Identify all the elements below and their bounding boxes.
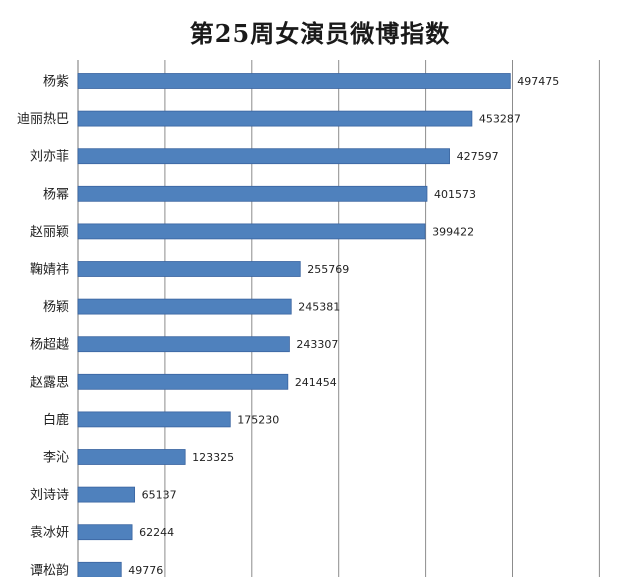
bar	[77, 223, 426, 240]
data-label: 123325	[192, 451, 234, 464]
bar	[77, 110, 473, 127]
category-label: 赵丽颖	[30, 225, 69, 240]
data-label: 401573	[434, 188, 476, 201]
data-label: 243307	[296, 338, 338, 351]
data-label: 245381	[298, 301, 340, 314]
category-label: 杨紫	[43, 75, 69, 90]
data-label: 453287	[479, 113, 521, 126]
bar	[77, 561, 122, 577]
category-label: 杨超越	[30, 338, 69, 353]
bar	[77, 298, 292, 315]
chart-title: 第25周女演员微博指数	[189, 19, 451, 48]
gridlines	[77, 60, 600, 577]
bar	[77, 148, 450, 165]
category-label: 刘诗诗	[30, 488, 69, 503]
bar	[77, 411, 231, 428]
data-label: 241454	[295, 376, 337, 389]
category-label: 白鹿	[43, 412, 69, 428]
bars	[77, 73, 511, 577]
category-label: 杨幂	[43, 187, 69, 202]
data-label: 427597	[457, 150, 499, 163]
bar	[77, 261, 301, 277]
bar	[77, 486, 136, 503]
bar	[77, 185, 428, 202]
category-label: 鞠婧祎	[30, 263, 69, 278]
category-label: 谭松韵	[30, 563, 69, 577]
data-labels: 497475 453287 427597 401573 399422 255769 2453…	[128, 75, 559, 577]
bar	[77, 449, 186, 465]
data-label: 175230	[237, 413, 279, 426]
category-label: 袁冰妍	[30, 526, 69, 541]
category-label: 李沁	[43, 451, 69, 466]
data-label: 255769	[307, 263, 349, 276]
bar	[77, 524, 133, 541]
bar	[77, 73, 511, 89]
category-label: 赵露思	[30, 375, 69, 390]
category-label: 刘亦菲	[30, 149, 69, 165]
data-label: 62244	[139, 526, 174, 539]
data-label: 49776	[128, 564, 163, 577]
data-label: 65137	[142, 489, 177, 502]
category-label: 杨颖	[43, 300, 69, 315]
data-label: 497475	[517, 75, 559, 88]
bar	[77, 336, 290, 353]
category-label: 迪丽热巴	[17, 112, 69, 127]
bar	[77, 373, 289, 390]
data-label: 399422	[432, 225, 474, 238]
